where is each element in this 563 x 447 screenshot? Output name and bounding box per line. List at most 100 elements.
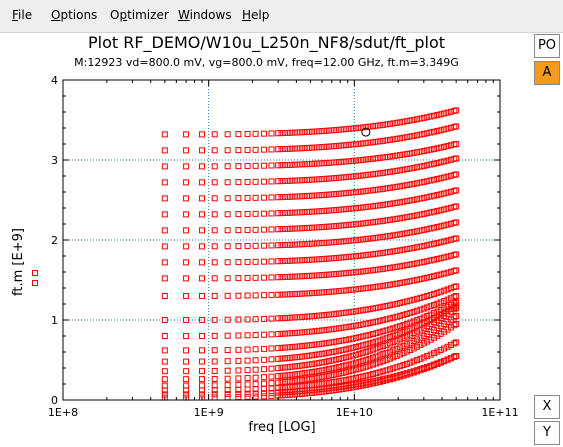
- data-point: [224, 358, 231, 365]
- data-point: [278, 226, 285, 233]
- data-point: [370, 235, 377, 242]
- data-point: [342, 222, 349, 229]
- data-point: [339, 222, 346, 229]
- data-point: [366, 306, 373, 313]
- data-point: [407, 150, 414, 157]
- data-point: [261, 315, 268, 322]
- data-point: [437, 223, 444, 230]
- data-point: [295, 329, 302, 336]
- data-point: [199, 316, 206, 323]
- menu-optimizer[interactable]: Optimizer: [110, 8, 169, 22]
- data-point: [427, 303, 434, 310]
- data-point: [353, 237, 360, 244]
- plot-subtitle: M:12923 vd=800.0 mV, vg=800.0 mV, freq=1…: [74, 56, 459, 69]
- data-point: [390, 153, 397, 160]
- data-point: [390, 281, 397, 288]
- data-point: [322, 255, 329, 262]
- data-point: [281, 330, 288, 337]
- data-point: [322, 340, 329, 347]
- data-point: [292, 314, 299, 321]
- data-point: [356, 157, 363, 164]
- data-point: [370, 346, 377, 353]
- y-tick-label: 2: [51, 234, 58, 247]
- menu-windows[interactable]: Windows: [178, 8, 232, 22]
- data-point: [211, 316, 218, 323]
- data-point: [315, 359, 322, 366]
- data-point: [183, 316, 190, 323]
- data-point: [281, 241, 288, 248]
- data-point: [424, 292, 431, 299]
- highlighted-point: [361, 127, 371, 137]
- data-point: [349, 173, 356, 180]
- data-point: [235, 227, 242, 234]
- data-point: [329, 311, 336, 318]
- data-point: [244, 316, 251, 323]
- data-point: [339, 324, 346, 331]
- a-button[interactable]: A: [534, 61, 560, 85]
- data-point: [235, 357, 242, 364]
- data-point: [302, 370, 309, 377]
- data-point: [309, 208, 316, 215]
- data-point: [183, 391, 190, 398]
- data-point: [349, 221, 356, 228]
- data-point: [298, 313, 305, 320]
- data-point: [453, 299, 460, 306]
- data-point: [420, 242, 427, 249]
- data-point: [349, 360, 356, 367]
- data-point: [349, 352, 356, 359]
- data-point: [366, 331, 373, 338]
- data-point: [363, 381, 370, 388]
- data-point: [211, 211, 218, 218]
- data-point: [373, 218, 380, 225]
- data-point: [339, 254, 346, 261]
- data-point: [359, 268, 366, 275]
- data-point: [244, 130, 251, 137]
- menu-options[interactable]: Options: [51, 8, 97, 22]
- data-point: [370, 339, 377, 346]
- menu-help[interactable]: Help: [242, 8, 269, 22]
- data-point: [417, 227, 424, 234]
- data-point: [444, 205, 451, 212]
- data-point: [285, 378, 292, 385]
- data-point: [285, 193, 292, 200]
- data-point: [370, 155, 377, 162]
- y-button[interactable]: Y: [534, 421, 560, 445]
- data-point: [339, 287, 346, 294]
- data-point: [315, 224, 322, 231]
- menu-file[interactable]: File: [12, 8, 32, 22]
- data-point: [199, 376, 206, 383]
- menu-options-rest: ptions: [60, 8, 98, 22]
- data-point: [312, 328, 319, 335]
- data-point: [339, 310, 346, 317]
- data-point: [224, 394, 231, 401]
- data-point: [261, 292, 268, 299]
- data-point: [430, 224, 437, 231]
- data-point: [339, 369, 346, 376]
- data-point: [252, 381, 259, 388]
- data-point: [397, 167, 404, 174]
- po-button[interactable]: PO: [534, 34, 560, 58]
- data-point: [295, 145, 302, 152]
- data-point: [309, 176, 316, 183]
- data-point: [353, 286, 360, 293]
- x-button[interactable]: X: [534, 395, 560, 419]
- data-point: [261, 194, 268, 201]
- data-point: [183, 387, 190, 394]
- y-tick-label: 3: [51, 154, 58, 167]
- data-point: [380, 201, 387, 208]
- data-point: [380, 185, 387, 192]
- data-point: [244, 375, 251, 382]
- data-point: [183, 275, 190, 282]
- data-point: [288, 209, 295, 216]
- data-point: [199, 347, 206, 354]
- data-point: [346, 376, 353, 383]
- data-point: [252, 162, 259, 169]
- data-point: [373, 266, 380, 273]
- data-point: [397, 344, 404, 351]
- data-point: [312, 351, 319, 358]
- data-point: [410, 296, 417, 303]
- data-point: [275, 194, 282, 201]
- data-point: [329, 207, 336, 214]
- data-point: [420, 275, 427, 282]
